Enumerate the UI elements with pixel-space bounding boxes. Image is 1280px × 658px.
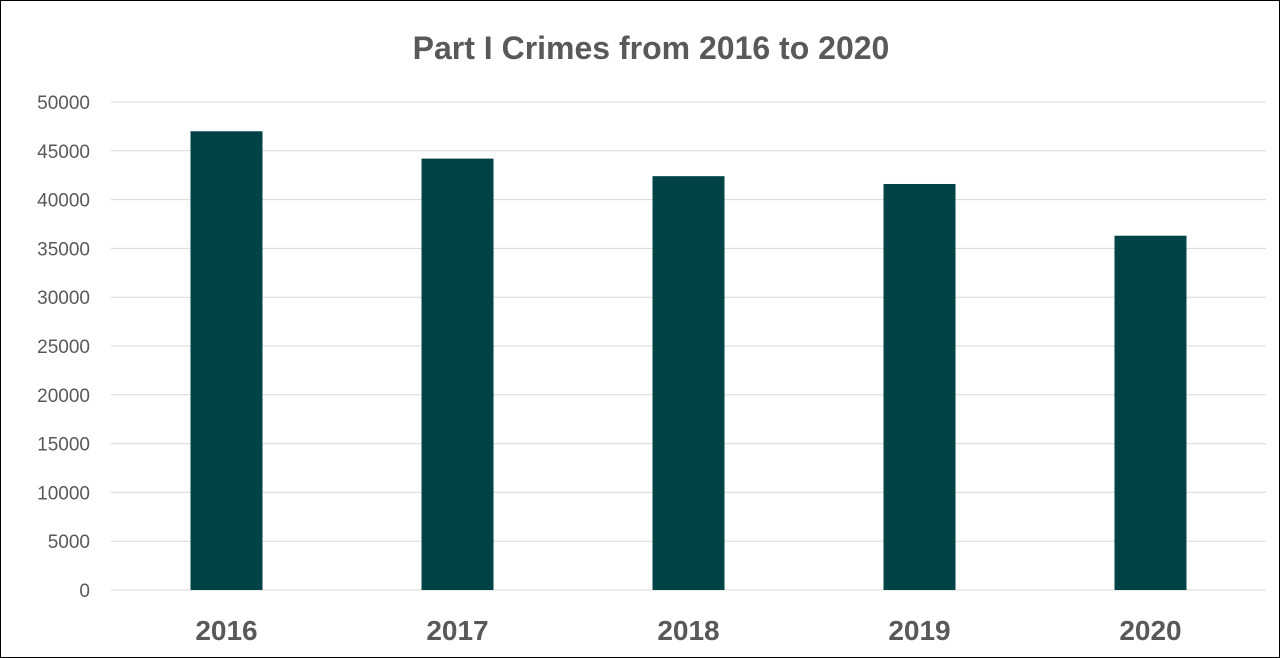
x-axis-tick-labels: 2016 2017 2018 2019 2020 (195, 615, 1181, 646)
y-tick-label: 50000 (37, 93, 90, 114)
bar-2019 (883, 183, 956, 590)
y-tick-label: 45000 (37, 142, 90, 163)
x-tick-label-2017: 2017 (426, 615, 488, 646)
y-tick-label: 0 (79, 581, 90, 602)
x-tick-label-2020: 2020 (1119, 615, 1181, 646)
y-tick-label: 20000 (37, 386, 90, 407)
chart-title: Part I Crimes from 2016 to 2020 (413, 30, 890, 66)
x-tick-label-2019: 2019 (888, 615, 950, 646)
y-tick-label: 25000 (37, 337, 90, 358)
bars (190, 131, 1187, 590)
bar-2020 (1114, 235, 1187, 590)
x-tick-label-2016: 2016 (195, 615, 257, 646)
y-tick-label: 10000 (37, 483, 90, 504)
bar-2018 (652, 176, 725, 590)
y-tick-label: 5000 (48, 532, 90, 553)
y-axis-tick-labels: 0 5000 10000 15000 20000 25000 30000 35000 40000… (37, 93, 90, 602)
y-tick-label: 35000 (37, 239, 90, 260)
x-tick-label-2018: 2018 (657, 615, 719, 646)
bar-2017 (421, 158, 494, 590)
y-tick-label: 30000 (37, 288, 90, 309)
bar-2016 (190, 131, 263, 590)
y-tick-label: 40000 (37, 191, 90, 212)
y-tick-label: 15000 (37, 435, 90, 456)
